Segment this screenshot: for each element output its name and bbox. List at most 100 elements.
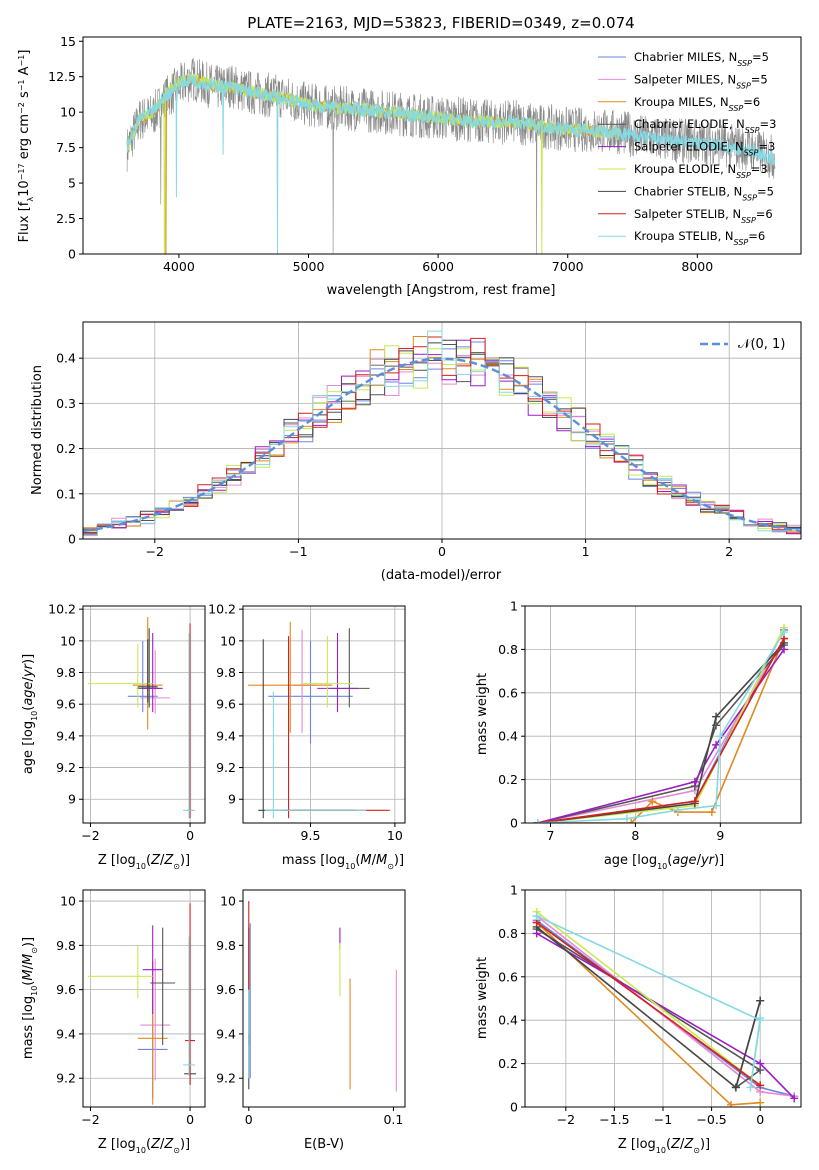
panel-age-vs-mass: 9.5 10 9 9.2 9.4 9.6 9.8 10 10.2: [208, 602, 406, 843]
x-tick-label: 0: [245, 1112, 253, 1127]
weight-marker: [707, 808, 716, 817]
y-tick-label: 0.4: [498, 729, 518, 744]
y-tick-label: 9.6: [216, 982, 236, 997]
weight-line-salpeter-stelib: [536, 921, 761, 1086]
x-axis-label: Z [log10(Z/Z⊙)]: [618, 1137, 710, 1155]
x-tick-label: −0.5: [696, 1112, 726, 1127]
y-tick-label: 15: [60, 34, 76, 49]
y-axis-label: mass [log10(M/M⊙)]: [21, 937, 39, 1059]
weight-marker: [712, 712, 721, 721]
plot-area: [83, 330, 801, 537]
legend-label: Kroupa STELIB, NSSP=6: [634, 229, 765, 247]
axes-frame: [82, 36, 802, 255]
y-tick-label: 9: [228, 792, 236, 807]
panel-residuals: −2 −1 0 1 2 0 0.1 0.2 0.3 0.4: [56, 321, 802, 559]
chart-title: PLATE=2163, MJD=53823, FIBERID=0349, z=0…: [247, 14, 634, 32]
axes-frame: [524, 605, 802, 824]
y-tick-label: 9.6: [56, 982, 76, 997]
weight-marker: [712, 801, 721, 810]
y-tick-label: 9.2: [56, 1071, 76, 1086]
x-tick-label: 4000: [163, 259, 195, 274]
y-tick-label: 12.5: [48, 69, 76, 84]
x-tick-label: 8: [631, 828, 639, 843]
weight-line-kroupa-miles: [537, 638, 785, 823]
weight-marker: [627, 819, 636, 823]
axes-frame: [242, 605, 406, 824]
y-tick-label: 1: [510, 599, 518, 614]
weight-marker: [756, 1098, 765, 1107]
x-tick-label: 0: [186, 828, 194, 843]
x-tick-label: 0: [186, 1112, 194, 1127]
y-tick-label: 5: [68, 176, 76, 191]
legend-label: Chabrier MILES, NSSP=5: [634, 50, 769, 68]
y-axis-label: Flux [fλ10−17 erg cm−2 s−1 A−1]: [17, 50, 35, 243]
x-tick-label: −2: [81, 1112, 99, 1127]
weight-marker: [690, 797, 699, 806]
weight-marker: [780, 628, 789, 637]
x-axis-label: Z [log10(Z/Z⊙)]: [98, 1137, 190, 1155]
panel-weight-vs-Z: −2 −1.5 −1 −0.5 0 0 0.2 0.4 0.6 0.8 1: [498, 883, 802, 1127]
y-tick-label: 9.4: [56, 728, 76, 743]
legend-label: Salpeter ELODIE, NSSP=3: [634, 140, 775, 158]
y-tick-label: 9.4: [216, 728, 236, 743]
weight-marker: [790, 1094, 799, 1103]
y-tick-label: 9.8: [216, 665, 236, 680]
y-tick-label: 7.5: [56, 140, 76, 155]
weight-line-kroupa-stelib: [536, 915, 762, 1088]
legend-label: Chabrier STELIB, NSSP=5: [634, 184, 774, 202]
y-tick-label: 0.4: [56, 351, 76, 366]
weight-line-salpeter-miles: [537, 638, 785, 823]
x-tick-label: 0.1: [383, 1112, 403, 1127]
weight-marker: [533, 819, 542, 823]
weight-marker: [756, 1081, 765, 1090]
plot-area: [248, 901, 397, 1092]
histogram-kroupa-stelib: [83, 330, 801, 536]
y-tick-label: 0.2: [56, 441, 76, 456]
x-tick-label: −1.5: [599, 1112, 629, 1127]
weight-marker: [716, 732, 725, 741]
y-tick-label: 9.8: [216, 938, 236, 953]
x-tick-label: 0: [438, 544, 446, 559]
weight-marker: [673, 805, 682, 814]
x-axis-label: wavelength [Angstrom, rest frame]: [327, 283, 556, 298]
x-tick-label: −1: [289, 544, 307, 559]
x-tick-label: −2: [81, 828, 99, 843]
y-tick-label: 0: [510, 816, 518, 831]
y-tick-label: 9.2: [56, 760, 76, 775]
y-tick-label: 9: [68, 792, 76, 807]
weight-marker: [648, 797, 657, 806]
y-axis-label: age [log10(age/yr)]: [21, 654, 39, 774]
y-tick-label: 10.2: [208, 602, 236, 617]
panel-spectrum: 4000 5000 6000 7000 8000 0 2.5 5 7.5 10 12.5 15: [48, 34, 802, 274]
y-tick-label: 10: [60, 894, 76, 909]
weight-line-chabrier-stelib: [537, 642, 785, 823]
weight-marker: [756, 996, 765, 1005]
x-tick-label: −2: [557, 1112, 575, 1127]
legend-label: Chabrier ELODIE, NSSP=3: [634, 117, 776, 135]
x-tick-label: 2: [725, 544, 733, 559]
y-tick-label: 9.6: [216, 697, 236, 712]
x-tick-label: 7: [547, 828, 555, 843]
y-tick-label: 0: [68, 247, 76, 262]
y-tick-label: 2.5: [56, 211, 76, 226]
legend-label: Salpeter MILES, NSSP=5: [634, 72, 768, 90]
y-tick-label: 9.8: [56, 938, 76, 953]
y-tick-label: 0.3: [56, 396, 76, 411]
model-spectrum-kroupa-stelib: [126, 73, 776, 254]
plot-area: [248, 621, 390, 819]
y-tick-label: 0: [510, 1100, 518, 1115]
weight-marker: [731, 1083, 740, 1092]
y-axis-label: mass weight: [475, 673, 490, 755]
legend-label: Kroupa MILES, NSSP=6: [634, 95, 760, 113]
y-axis-label: Normed distribution: [30, 365, 45, 495]
x-tick-label: 9.5: [301, 828, 321, 843]
axes-frame: [82, 605, 206, 824]
x-tick-label: 8000: [681, 259, 713, 274]
weight-marker: [622, 814, 631, 823]
x-tick-label: −2: [146, 544, 164, 559]
x-axis-label: (data-model)/error: [381, 568, 502, 583]
axes-frame: [242, 889, 406, 1108]
weight-marker: [532, 912, 541, 921]
panel-weight-vs-age: 7 8 9 0 0.2 0.4 0.6 0.8 1: [498, 599, 802, 843]
